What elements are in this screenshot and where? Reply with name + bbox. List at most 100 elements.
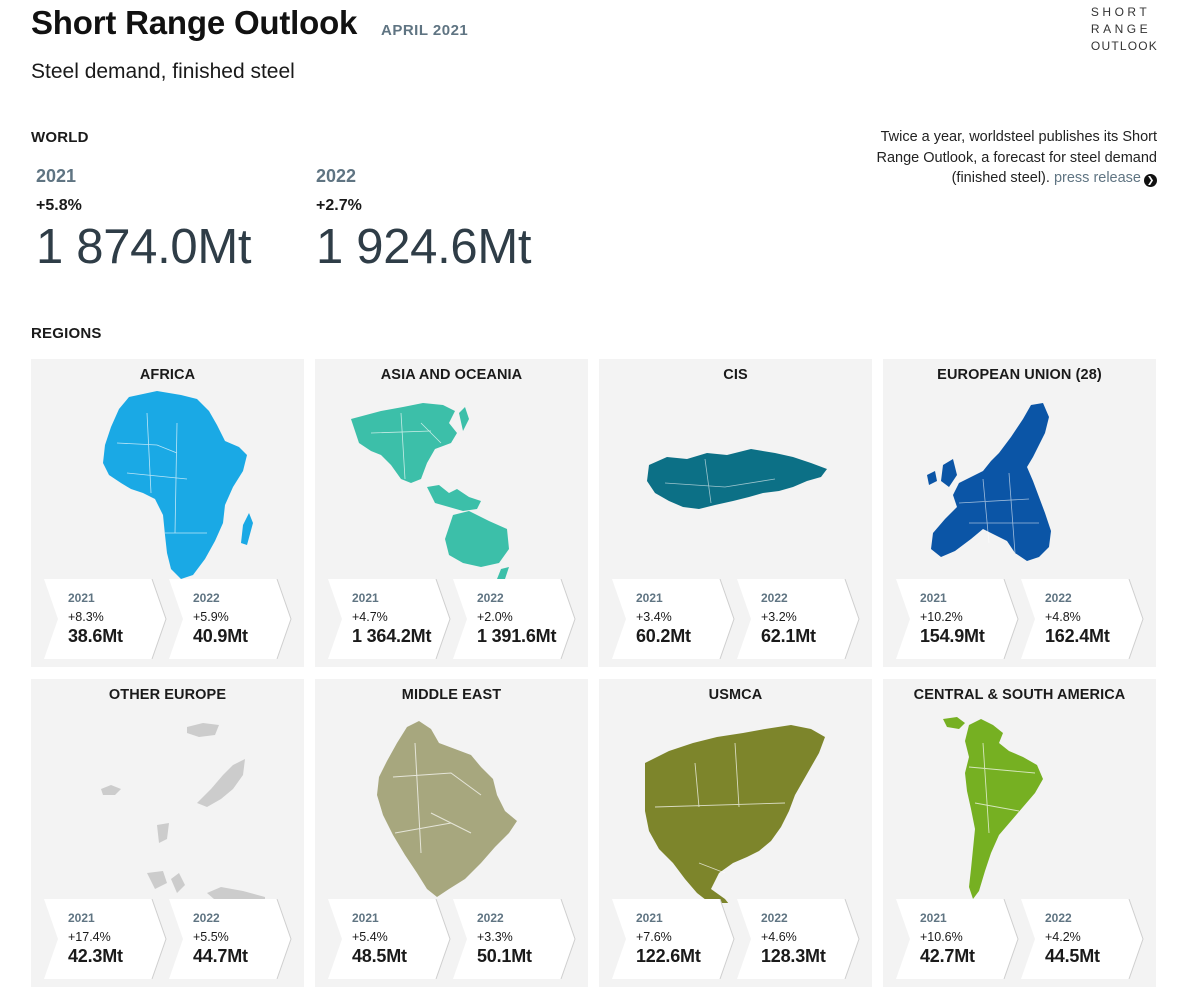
stat-value: 42.3Mt bbox=[68, 946, 123, 966]
region-card-eu[interactable]: EUROPEAN UNION (28) 2021 +10.2% 154.9Mt 2022… bbox=[883, 359, 1156, 667]
stat-value: 154.9Mt bbox=[920, 626, 985, 646]
stat-year: 2021 bbox=[636, 591, 663, 605]
southamerica-map-icon bbox=[943, 717, 1043, 899]
stat-year: 2021 bbox=[920, 591, 947, 605]
stat-year: 2022 bbox=[193, 591, 220, 605]
region-card-africa[interactable]: AFRICA 2021 +8.3% 38.6Mt 2022 +5.9% 40.9Mt bbox=[31, 359, 304, 667]
stat-2022: 2022 +4.2% 44.5Mt bbox=[1021, 899, 1145, 979]
region-card-cis[interactable]: CIS 2021 +3.4% 60.2Mt 2022 +3.2% 62.1Mt bbox=[599, 359, 872, 667]
intro-text: Twice a year, worldsteel publishes its S… bbox=[876, 129, 1157, 187]
regions-label: REGIONS bbox=[31, 325, 102, 342]
chevron-box bbox=[737, 579, 860, 659]
stat-year: 2021 bbox=[352, 911, 379, 925]
stat-value: 50.1Mt bbox=[477, 946, 532, 966]
stat-value: 1 391.6Mt bbox=[477, 626, 557, 646]
chevron-box bbox=[44, 899, 167, 979]
stat-value: 38.6Mt bbox=[68, 626, 123, 646]
stat-change: +2.0% bbox=[477, 610, 513, 624]
middleeast-map-icon bbox=[377, 721, 517, 897]
stat-value: 40.9Mt bbox=[193, 626, 248, 646]
press-release-link[interactable]: press release ❯ bbox=[1054, 170, 1157, 187]
asia-map-icon bbox=[351, 403, 509, 579]
logo[interactable]: SHORT RANGE OUTLOOK bbox=[1090, 5, 1158, 53]
eu-map-icon bbox=[927, 403, 1051, 561]
stat-change: +17.4% bbox=[68, 930, 111, 944]
world-change: +2.7% bbox=[316, 197, 362, 214]
page-subtitle: Steel demand, finished steel bbox=[31, 60, 295, 83]
region-card-middleeast[interactable]: MIDDLE EAST 2021 +5.4% 48.5Mt 2022 +3.3% 50.1M… bbox=[315, 679, 588, 987]
chevron-box bbox=[169, 579, 292, 659]
chevron-box bbox=[1021, 579, 1144, 659]
page-title: Short Range Outlook bbox=[31, 4, 358, 41]
chevron-box bbox=[612, 579, 735, 659]
region-name: OTHER EUROPE bbox=[108, 687, 227, 703]
stat-year: 2022 bbox=[761, 911, 788, 925]
stat-change: +8.3% bbox=[68, 610, 104, 624]
stat-2022: 2022 +4.6% 128.3Mt bbox=[737, 899, 861, 979]
stat-value: 62.1Mt bbox=[761, 626, 816, 646]
stat-change: +4.7% bbox=[352, 610, 388, 624]
arrow-right-icon: ❯ bbox=[1144, 174, 1157, 187]
stat-value: 122.6Mt bbox=[636, 946, 701, 966]
stat-2021: 2021 +8.3% 38.6Mt bbox=[44, 579, 168, 659]
stat-year: 2021 bbox=[68, 911, 95, 925]
region-card-southamerica[interactable]: CENTRAL & SOUTH AMERICA 2021 +10.6% 42.7Mt 2… bbox=[883, 679, 1156, 987]
cis-map-icon bbox=[647, 449, 827, 509]
stat-2021: 2021 +3.4% 60.2Mt bbox=[612, 579, 736, 659]
stat-change: +5.9% bbox=[193, 610, 229, 624]
region-name: USMCA bbox=[708, 687, 763, 703]
stat-value: 44.5Mt bbox=[1045, 946, 1100, 966]
stat-2021: 2021 +4.7% 1 364.2Mt bbox=[328, 579, 452, 659]
africa-map-icon bbox=[103, 391, 253, 579]
stat-2022: 2022 +3.3% 50.1Mt bbox=[453, 899, 577, 979]
region-card-othereurope[interactable]: OTHER EUROPE 2021 +17.4% 42.3Mt 2022 +5.5% 44.… bbox=[31, 679, 304, 987]
world-2022: 2022 +2.7% 1 924.6Mt bbox=[316, 166, 532, 275]
stat-change: +4.6% bbox=[761, 930, 797, 944]
chevron-box bbox=[453, 579, 576, 659]
region-name: AFRICA bbox=[139, 367, 196, 383]
world-label: WORLD bbox=[31, 129, 89, 146]
stat-change: +3.3% bbox=[477, 930, 513, 944]
region-card-asia[interactable]: ASIA AND OCEANIA 2021 +4.7% 1 364.2Mt 2022 +2… bbox=[315, 359, 588, 667]
chevron-box bbox=[737, 899, 860, 979]
stat-value: 44.7Mt bbox=[193, 946, 248, 966]
stat-value: 60.2Mt bbox=[636, 626, 691, 646]
stat-change: +10.6% bbox=[920, 930, 963, 944]
stat-year: 2021 bbox=[352, 591, 379, 605]
stat-value: 162.4Mt bbox=[1045, 626, 1110, 646]
stat-value: 1 364.2Mt bbox=[352, 626, 432, 646]
chevron-box bbox=[612, 899, 735, 979]
stat-year: 2022 bbox=[477, 591, 504, 605]
stat-2022: 2022 +3.2% 62.1Mt bbox=[737, 579, 861, 659]
stat-change: +4.2% bbox=[1045, 930, 1081, 944]
stat-2022: 2022 +2.0% 1 391.6Mt bbox=[453, 579, 577, 659]
stat-year: 2021 bbox=[68, 591, 95, 605]
stat-year: 2021 bbox=[920, 911, 947, 925]
stat-2021: 2021 +7.6% 122.6Mt bbox=[612, 899, 736, 979]
region-name: ASIA AND OCEANIA bbox=[380, 367, 523, 383]
stat-2021: 2021 +17.4% 42.3Mt bbox=[44, 899, 168, 979]
stat-2022: 2022 +5.9% 40.9Mt bbox=[169, 579, 293, 659]
stat-2022: 2022 +5.5% 44.7Mt bbox=[169, 899, 293, 979]
stat-2022: 2022 +4.8% 162.4Mt bbox=[1021, 579, 1145, 659]
region-card-usmca[interactable]: USMCA 2021 +7.6% 122.6Mt 2022 +4.6% 128.3Mt bbox=[599, 679, 872, 987]
world-value: 1 874.0Mt bbox=[36, 220, 252, 274]
chevron-box bbox=[169, 899, 292, 979]
stat-change: +5.5% bbox=[193, 930, 229, 944]
stat-change: +4.8% bbox=[1045, 610, 1081, 624]
chevron-box bbox=[328, 579, 451, 659]
stat-year: 2022 bbox=[193, 911, 220, 925]
stat-value: 42.7Mt bbox=[920, 946, 975, 966]
chevron-box bbox=[44, 579, 167, 659]
stat-year: 2022 bbox=[1045, 911, 1072, 925]
chevron-box bbox=[896, 579, 1019, 659]
stat-change: +7.6% bbox=[636, 930, 672, 944]
region-name: MIDDLE EAST bbox=[401, 687, 502, 703]
stat-2021: 2021 +5.4% 48.5Mt bbox=[328, 899, 452, 979]
stat-year: 2022 bbox=[761, 591, 788, 605]
world-value: 1 924.6Mt bbox=[316, 220, 532, 274]
stat-value: 48.5Mt bbox=[352, 946, 407, 966]
stat-year: 2022 bbox=[1045, 591, 1072, 605]
region-name: CENTRAL & SOUTH AMERICA bbox=[913, 687, 1126, 703]
stat-change: +3.4% bbox=[636, 610, 672, 624]
